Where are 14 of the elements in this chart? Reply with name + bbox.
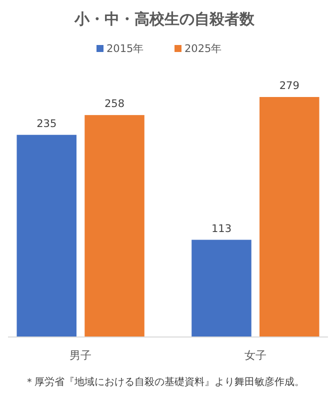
bar: [16, 134, 76, 337]
x-tick-label: 女子: [244, 349, 266, 362]
legend-label: 2025年: [184, 43, 222, 55]
data-label: 279: [279, 80, 300, 92]
bar: [260, 97, 320, 337]
x-tick-label: 男子: [70, 349, 92, 362]
bar: [192, 240, 252, 337]
text: ＊厚労省『地域における自殺の基礎資料』より舞田敏彦作成。: [24, 376, 304, 388]
legend-label: 2015年: [106, 43, 144, 55]
chart-title: 小・中・高校生の自殺者数: [74, 10, 256, 28]
data-label: 258: [104, 98, 125, 110]
data-label: 235: [36, 118, 57, 130]
data-label: 113: [211, 222, 232, 235]
bar: [84, 115, 144, 337]
